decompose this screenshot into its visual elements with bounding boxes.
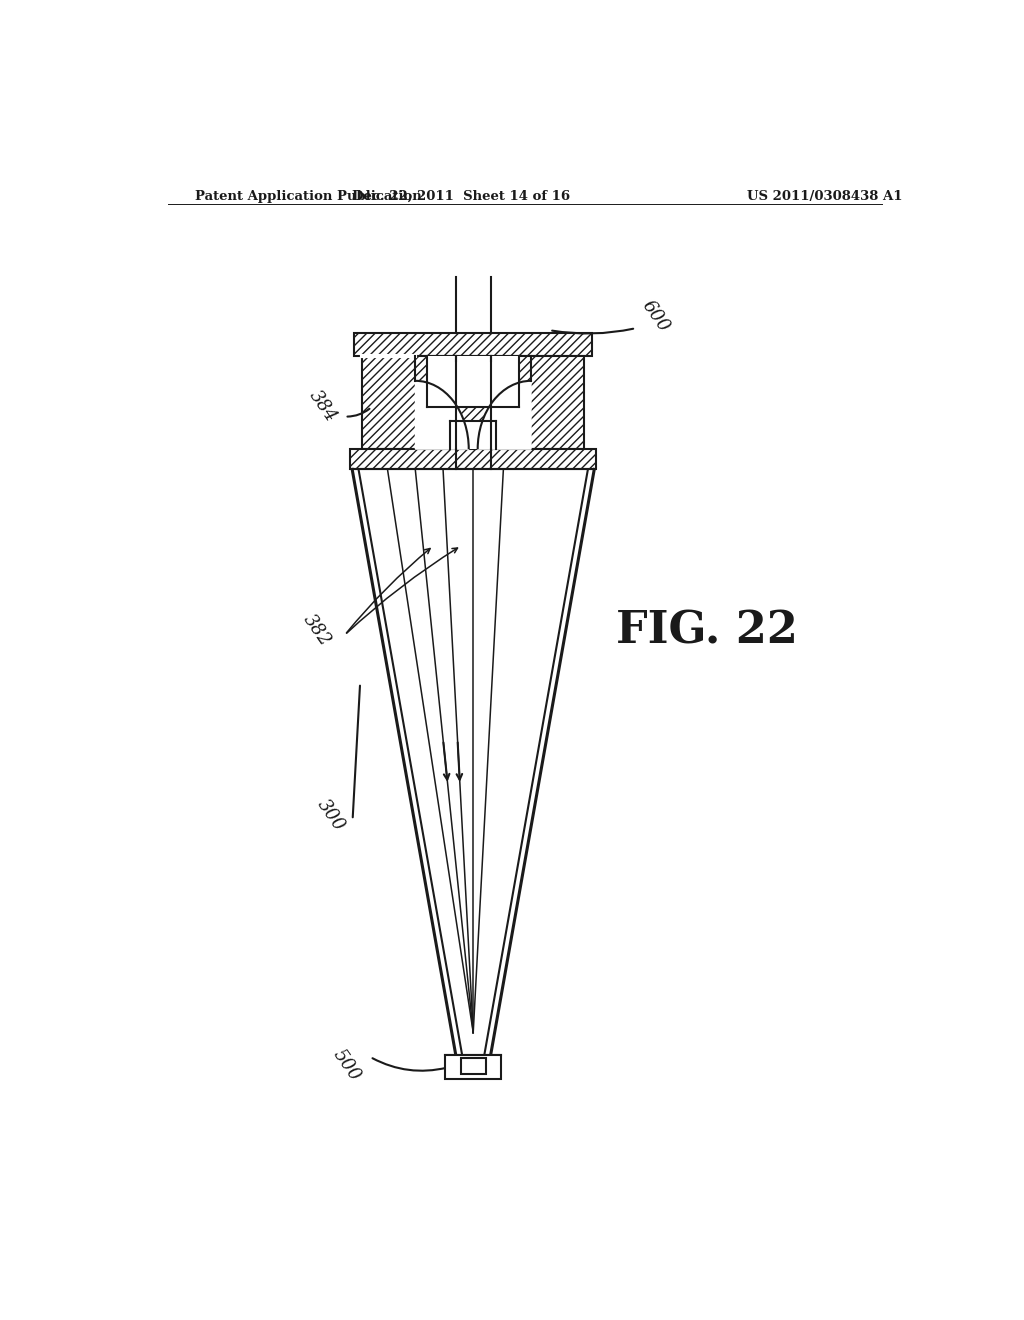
Text: Dec. 22, 2011  Sheet 14 of 16: Dec. 22, 2011 Sheet 14 of 16 <box>352 190 570 202</box>
Text: 382: 382 <box>300 611 334 649</box>
Text: US 2011/0308438 A1: US 2011/0308438 A1 <box>748 190 902 202</box>
Bar <box>354 333 592 355</box>
Bar <box>451 421 497 449</box>
Wedge shape <box>416 381 469 449</box>
Text: FIG. 22: FIG. 22 <box>616 610 799 652</box>
Bar <box>362 355 585 449</box>
Text: 384: 384 <box>305 387 340 425</box>
Bar <box>350 449 596 470</box>
Bar <box>427 355 519 407</box>
Bar <box>461 1059 486 1074</box>
Text: 500: 500 <box>329 1045 364 1084</box>
Bar <box>362 355 585 449</box>
Bar <box>445 1055 501 1080</box>
Text: Patent Application Publication: Patent Application Publication <box>196 190 422 202</box>
Text: 600: 600 <box>639 297 673 335</box>
Text: 300: 300 <box>313 796 347 834</box>
Wedge shape <box>477 381 531 449</box>
Bar <box>354 333 592 355</box>
Bar <box>350 449 596 470</box>
